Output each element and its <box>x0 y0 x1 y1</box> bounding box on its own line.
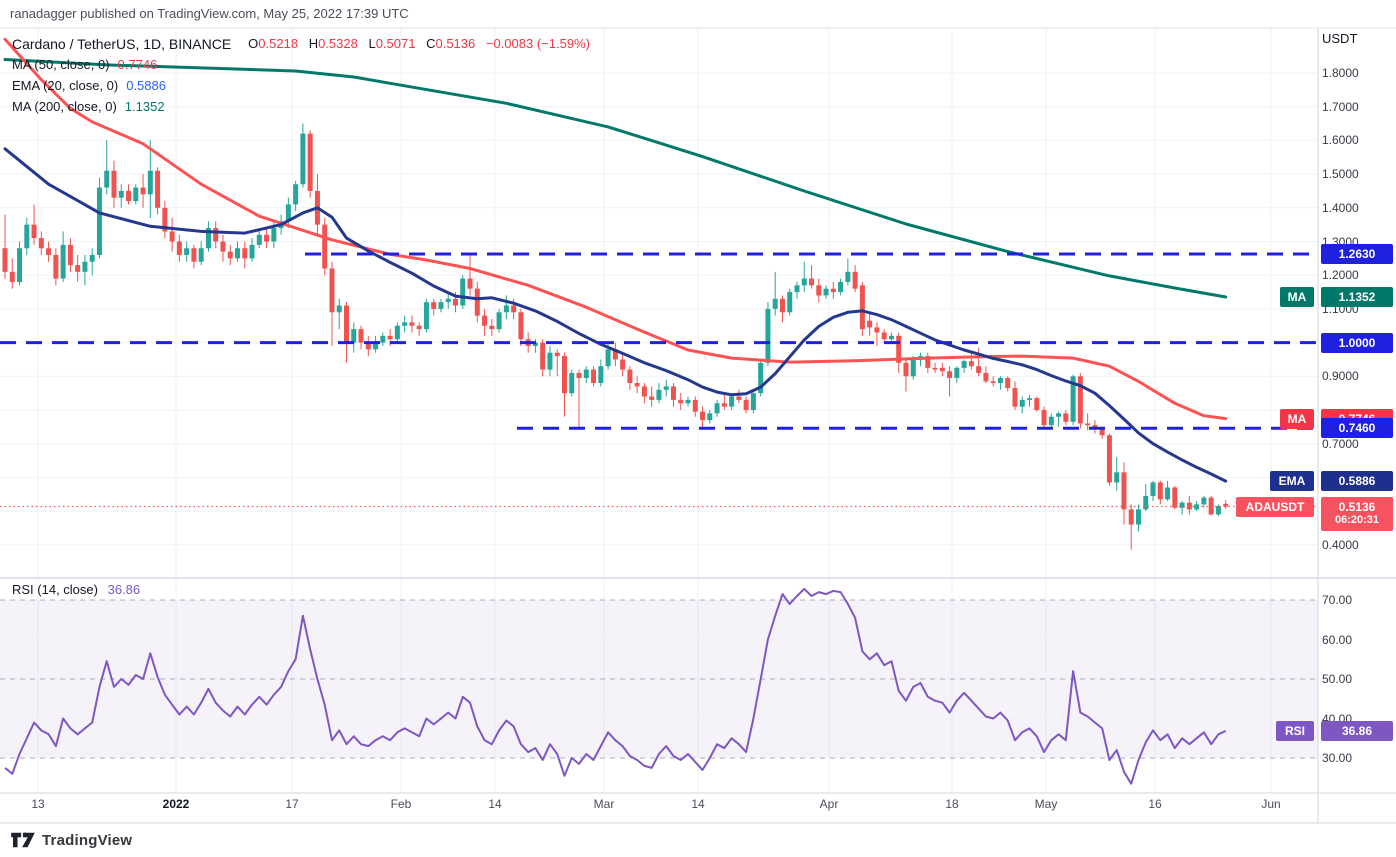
time-tick-16: 16 <box>1148 797 1162 811</box>
price-tick-1.2000: 1.2000 <box>1322 268 1359 283</box>
adausdt-name-badge: ADAUSDT <box>1236 496 1314 517</box>
legend: Cardano / TetherUS, 1D, BINANCE O0.5218 … <box>12 33 590 117</box>
high-value: 0.5328 <box>318 36 358 51</box>
price-tick-1.5000: 1.5000 <box>1322 167 1359 182</box>
ema20-label: EMA (20, close, 0) <box>12 78 119 93</box>
price-axis-currency: USDT <box>1322 31 1358 46</box>
close-key: C <box>426 36 436 51</box>
indicator-row-ma50: MA (50, close, 0) 0.7746 <box>12 54 590 75</box>
time-tick-May: May <box>1034 797 1058 811</box>
change-value: −0.0083 (−1.59%) <box>485 36 590 51</box>
ma200-value: 1.1352 <box>124 99 165 114</box>
rsi-legend: RSI (14, close) 36.86 <box>10 582 143 597</box>
price-tick-0.4000: 0.4000 <box>1322 537 1359 552</box>
indicator-row-ma200: MA (200, close, 0) 1.1352 <box>12 96 590 117</box>
rsi-value: 36.86 <box>107 582 141 597</box>
close-value: 0.5136 <box>435 36 476 51</box>
time-scale[interactable] <box>0 793 1396 823</box>
tradingview-brand-text: TradingView <box>42 831 133 849</box>
rsi-tick-70.00: 70.00 <box>1322 593 1353 607</box>
price-tick-1.8000: 1.8000 <box>1322 66 1359 80</box>
price-scale[interactable] <box>1318 28 1396 816</box>
indicator-row-ema20: EMA (20, close, 0) 0.5886 <box>12 75 590 96</box>
rsi-name-badge: RSI <box>1276 720 1314 741</box>
MA-value-badge-1.1352: 1.1352 <box>1321 287 1393 308</box>
ma-name-badge: MA <box>1280 408 1314 429</box>
high-key: H <box>308 36 319 51</box>
price-tick-1.6000: 1.6000 <box>1322 133 1359 148</box>
price-tick-0.9000: 0.9000 <box>1322 369 1359 384</box>
open-value: 0.5218 <box>258 36 299 51</box>
tradingview-footer[interactable]: TradingView <box>10 830 132 850</box>
price-tick-1.4000: 1.4000 <box>1322 200 1359 215</box>
time-tick-14: 14 <box>691 797 705 811</box>
tradingview-logo-icon <box>11 832 35 848</box>
time-tick-13: 13 <box>31 797 45 811</box>
ohlc-values: O0.5218 H0.5328 L0.5071 C0.5136 −0.0083 … <box>241 36 590 51</box>
time-tick-Mar: Mar <box>593 797 615 811</box>
symbol-legend-row: Cardano / TetherUS, 1D, BINANCE O0.5218 … <box>12 33 590 54</box>
low-value: 0.5071 <box>375 36 416 51</box>
level-value-badge-0.7460: 0.7460 <box>1321 418 1393 439</box>
time-tick-2022: 2022 <box>162 797 190 811</box>
rsi-tick-60.00: 60.00 <box>1322 632 1353 647</box>
level-value-badge-1.0000: 1.0000 <box>1321 332 1393 353</box>
attribution-text: ranadagger published on TradingView.com,… <box>10 6 409 21</box>
time-tick-14: 14 <box>488 797 502 811</box>
rsi-tick-30.00: 30.00 <box>1322 751 1353 765</box>
price-tick-0.7000: 0.7000 <box>1322 436 1359 451</box>
time-tick-Feb: Feb <box>390 797 412 811</box>
time-tick-18: 18 <box>945 797 959 811</box>
ema20-value: 0.5886 <box>126 78 166 93</box>
level-value-badge-1.2630: 1.2630 <box>1321 243 1393 264</box>
ma-name-badge: MA <box>1280 287 1314 308</box>
time-tick-Jun: Jun <box>1261 797 1281 811</box>
ma200-label: MA (200, close, 0) <box>12 99 117 114</box>
rsi-label: RSI (14, close) <box>12 582 98 597</box>
symbol-title: Cardano / TetherUS, 1D, BINANCE <box>12 35 232 52</box>
RSI-value-badge-36.86: 36.86 <box>1321 720 1393 741</box>
time-tick-Apr: Apr <box>819 797 839 811</box>
ma50-value: 0.7746 <box>117 57 158 72</box>
time-tick-17: 17 <box>285 797 299 811</box>
EMA-value-badge-0.5886: 0.5886 <box>1321 471 1393 492</box>
ema-name-badge: EMA <box>1270 471 1314 492</box>
rsi-tick-50.00: 50.00 <box>1322 672 1353 686</box>
ADAUSDT-value-badge-0.5136: 0.5136 06:20:31 <box>1321 496 1393 531</box>
low-key: L <box>368 36 376 51</box>
open-key: O <box>248 36 259 51</box>
price-tick-1.7000: 1.7000 <box>1322 99 1359 114</box>
ma50-label: MA (50, close, 0) <box>12 57 110 72</box>
